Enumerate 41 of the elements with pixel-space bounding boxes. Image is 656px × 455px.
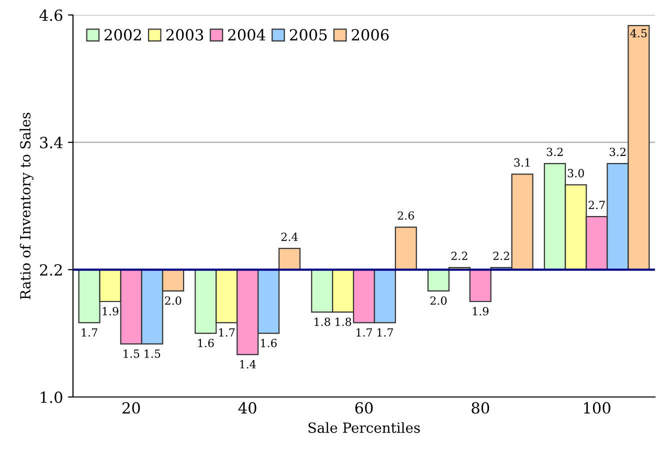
data-label: 2.2 [493, 252, 510, 260]
data-label: 2.7 [588, 200, 605, 210]
data-label: 1.9 [102, 307, 118, 316]
x-tick-label: 40 [238, 402, 256, 414]
data-label: 3.1 [514, 158, 530, 167]
x-tick-label: 60 [355, 402, 373, 414]
y-axis-title: Ratio of Inventory to Sales [20, 112, 34, 300]
data-label: 1.7 [82, 328, 98, 337]
data-label: 1.6 [261, 338, 277, 348]
legend-label: 2005 [290, 29, 327, 41]
y-tick-label: 4.6 [39, 9, 62, 22]
x-tick-label: 20 [122, 402, 140, 414]
y-tick-label: 1.0 [40, 391, 62, 404]
data-label: 1.7 [219, 328, 235, 337]
data-label: 2.0 [430, 296, 447, 305]
y-tick-label: 2.2 [40, 264, 62, 276]
data-label: 1.7 [356, 328, 372, 337]
legend-label: 2004 [228, 29, 266, 41]
data-label: 2.4 [281, 232, 298, 241]
data-label: 1.8 [314, 318, 330, 326]
data-label: 2.6 [398, 211, 414, 220]
data-label: 1.5 [124, 349, 140, 358]
data-label: 3.2 [610, 148, 626, 156]
x-tick-label: 100 [584, 402, 610, 414]
data-label: 1.4 [240, 360, 256, 368]
data-label: 1.5 [144, 349, 160, 358]
data-label: 2.2 [451, 252, 468, 260]
data-label: 3.2 [546, 148, 563, 156]
data-label: 1.7 [377, 328, 393, 337]
data-label: 1.8 [336, 318, 352, 326]
x-axis-title: Sale Percentiles [308, 422, 420, 433]
data-label: 1.6 [198, 338, 214, 348]
y-tick-label: 3.4 [40, 136, 63, 148]
data-label: 3.0 [568, 168, 584, 178]
data-label: 1.9 [472, 307, 488, 316]
legend-label: 2006 [352, 29, 389, 41]
data-label: 2.0 [165, 296, 182, 305]
legend-label: 2002 [104, 29, 141, 41]
data-label: 4.5 [630, 28, 647, 38]
legend-label: 2003 [166, 29, 204, 41]
x-tick-label: 80 [472, 402, 490, 414]
